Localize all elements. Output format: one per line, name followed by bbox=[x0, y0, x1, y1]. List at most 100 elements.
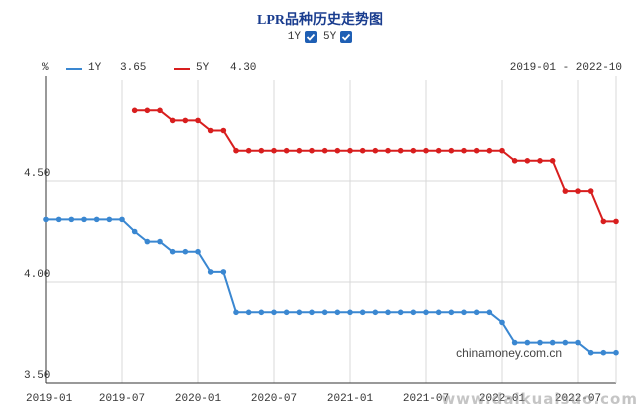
data-point-5Y bbox=[334, 147, 341, 154]
data-point-5Y bbox=[169, 117, 176, 124]
data-point-5Y bbox=[575, 188, 581, 194]
data-point-5Y bbox=[144, 107, 151, 114]
data-point-1Y bbox=[106, 216, 113, 223]
data-point-1Y bbox=[435, 309, 442, 316]
data-point-5Y bbox=[296, 147, 303, 154]
checkbox-checked-icon[interactable] bbox=[340, 31, 353, 43]
data-point-1Y bbox=[448, 309, 455, 316]
data-point-5Y bbox=[562, 188, 569, 194]
data-point-1Y bbox=[423, 309, 429, 316]
data-point-1Y bbox=[537, 339, 543, 346]
data-point-5Y bbox=[385, 147, 391, 154]
data-point-1Y bbox=[600, 349, 607, 356]
data-point-1Y bbox=[613, 349, 619, 356]
data-point-5Y bbox=[309, 147, 315, 154]
data-point-5Y bbox=[359, 147, 366, 154]
data-point-5Y bbox=[524, 158, 531, 164]
data-point-5Y bbox=[473, 147, 480, 154]
x-tick-label: 2022-07 bbox=[555, 393, 601, 405]
x-tick-label: 2020-01 bbox=[175, 393, 222, 405]
toggle-5y[interactable]: 5Y bbox=[323, 31, 353, 43]
data-point-5Y bbox=[461, 147, 467, 154]
data-point-5Y bbox=[486, 147, 493, 154]
data-point-1Y bbox=[359, 309, 366, 316]
data-point-1Y bbox=[68, 216, 75, 223]
data-point-1Y bbox=[245, 309, 252, 316]
data-point-5Y bbox=[499, 147, 505, 154]
data-point-1Y bbox=[321, 309, 328, 316]
toggle-5y-label: 5Y bbox=[323, 31, 337, 43]
data-point-1Y bbox=[93, 216, 100, 223]
data-point-1Y bbox=[397, 309, 404, 316]
data-point-1Y bbox=[195, 248, 201, 255]
y-tick-label: 3.50 bbox=[24, 370, 50, 382]
data-point-5Y bbox=[537, 158, 543, 164]
data-point-5Y bbox=[131, 107, 138, 114]
x-tick-label: 2021-07 bbox=[403, 393, 449, 405]
legend-1y-line bbox=[66, 68, 82, 70]
data-point-1Y bbox=[144, 238, 151, 245]
x-tick-label: 2022-01 bbox=[479, 393, 526, 405]
data-point-1Y bbox=[258, 309, 265, 316]
data-point-1Y bbox=[562, 339, 569, 346]
series-toggles: 1Y 5Y bbox=[0, 31, 640, 43]
data-point-1Y bbox=[334, 309, 341, 316]
data-point-1Y bbox=[410, 309, 417, 316]
data-point-1Y bbox=[575, 339, 581, 346]
data-point-5Y bbox=[207, 127, 214, 134]
data-point-1Y bbox=[283, 309, 290, 316]
data-point-5Y bbox=[549, 158, 556, 164]
x-tick-label: 2021-01 bbox=[327, 393, 374, 405]
data-point-1Y bbox=[385, 309, 391, 316]
chart-legend: % 1Y 3.65 5Y 4.30 2019-01 - 2022-10 bbox=[42, 62, 622, 78]
data-point-1Y bbox=[473, 309, 480, 316]
data-point-5Y bbox=[258, 147, 265, 154]
legend-5y-line bbox=[174, 68, 190, 70]
checkbox-checked-icon[interactable] bbox=[305, 31, 317, 43]
toggle-1y[interactable]: 1Y bbox=[288, 31, 317, 43]
data-point-5Y bbox=[271, 147, 277, 154]
data-point-1Y bbox=[43, 216, 49, 223]
data-point-1Y bbox=[499, 319, 505, 326]
data-point-1Y bbox=[486, 309, 493, 316]
date-range-label: 2019-01 - 2022-10 bbox=[509, 62, 622, 74]
data-point-1Y bbox=[182, 248, 189, 255]
data-point-5Y bbox=[233, 147, 239, 154]
data-point-5Y bbox=[245, 147, 252, 154]
x-tick-label: 2019-01 bbox=[26, 393, 73, 405]
source-watermark: chinamoney.com.cn bbox=[456, 346, 562, 360]
data-point-1Y bbox=[309, 309, 315, 316]
x-tick-label: 2020-07 bbox=[251, 393, 297, 405]
data-point-1Y bbox=[207, 269, 214, 275]
data-point-5Y bbox=[448, 147, 455, 154]
y-tick-label: 4.50 bbox=[24, 168, 50, 180]
site-watermark: www.daikuaisuo.com bbox=[441, 390, 638, 408]
data-point-5Y bbox=[195, 117, 201, 124]
toggle-1y-label: 1Y bbox=[287, 31, 301, 43]
data-point-1Y bbox=[157, 238, 163, 245]
legend-1y-value: 3.65 bbox=[120, 62, 147, 74]
data-point-1Y bbox=[55, 216, 62, 223]
data-point-1Y bbox=[119, 216, 125, 223]
data-point-5Y bbox=[283, 147, 290, 154]
data-point-1Y bbox=[511, 339, 518, 346]
data-point-5Y bbox=[321, 147, 328, 154]
x-tick-label: 2019-07 bbox=[99, 393, 145, 405]
data-point-1Y bbox=[233, 309, 239, 316]
data-point-1Y bbox=[169, 248, 176, 255]
legend-5y-value: 4.30 bbox=[230, 62, 257, 74]
y-tick-label: 4.00 bbox=[24, 269, 50, 281]
chart-title: LPR品种历史走势图 bbox=[257, 13, 383, 28]
series-line-5Y bbox=[134, 109, 616, 223]
data-point-5Y bbox=[347, 147, 353, 154]
data-point-5Y bbox=[600, 218, 607, 225]
y-unit-label: % bbox=[42, 62, 49, 74]
data-point-5Y bbox=[220, 127, 227, 134]
data-point-1Y bbox=[81, 216, 87, 223]
data-point-5Y bbox=[410, 147, 417, 154]
data-point-1Y bbox=[296, 309, 303, 316]
data-point-5Y bbox=[435, 147, 442, 154]
data-point-1Y bbox=[131, 228, 138, 235]
data-point-1Y bbox=[524, 339, 531, 346]
